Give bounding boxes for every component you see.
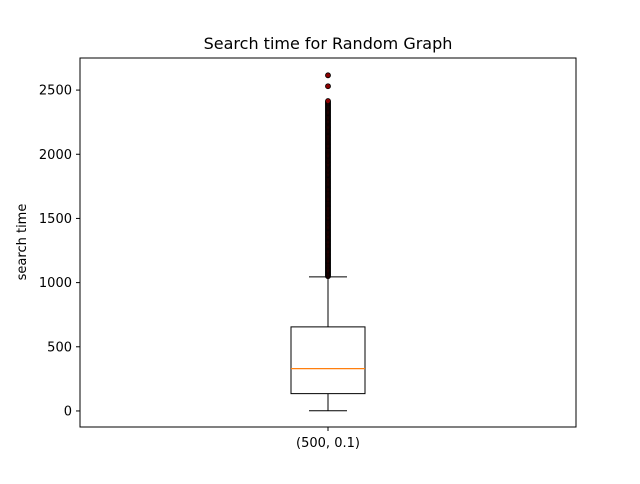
- y-tick-label: 0: [64, 404, 72, 419]
- iqr-box: [290, 326, 366, 395]
- chart-title: Search time for Random Graph: [204, 34, 453, 53]
- y-axis-label: search time: [15, 204, 30, 281]
- y-tick-label: 500: [47, 340, 72, 355]
- y-tick-label: 1500: [39, 212, 72, 227]
- y-tick-label: 2000: [39, 148, 72, 163]
- outlier-point: [325, 83, 331, 90]
- y-tick-label: 2500: [39, 84, 72, 99]
- x-tick-label: (500, 0.1): [296, 436, 360, 451]
- outlier-point: [325, 72, 331, 79]
- y-tick-label: 1000: [39, 276, 72, 291]
- outlier-point: [325, 98, 331, 104]
- plot-area: 0 500 1000 1500 2000 2500 (500, 0.1): [39, 57, 577, 451]
